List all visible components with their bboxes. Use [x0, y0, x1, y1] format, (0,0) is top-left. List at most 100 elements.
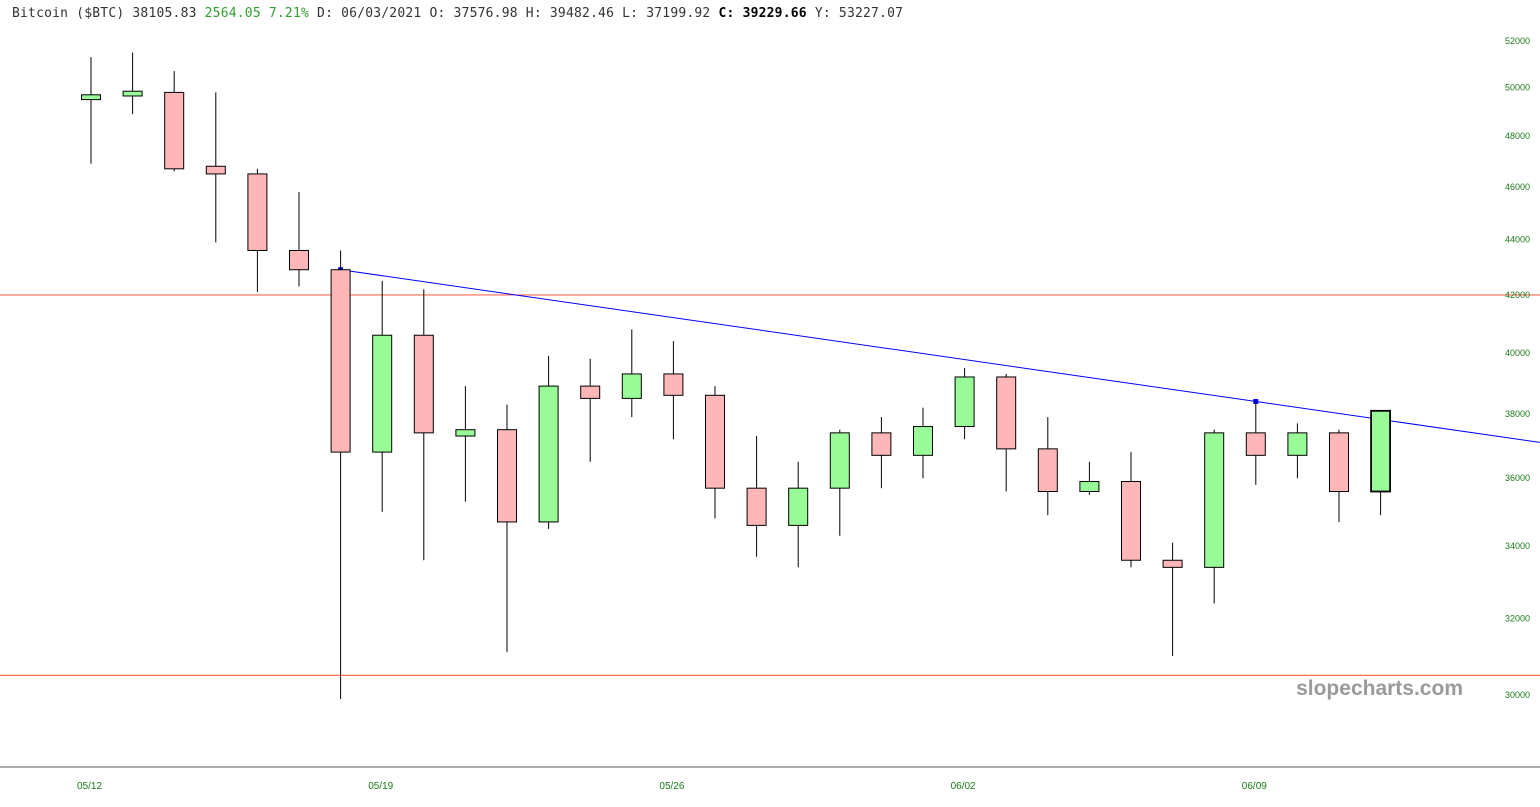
horizontal-lines	[0, 294, 1540, 676]
candle-body	[81, 94, 101, 101]
y-tick-label: 38000	[1505, 409, 1530, 419]
price-change-percent: 7.21%	[269, 6, 309, 21]
candle-24	[1079, 461, 1100, 495]
candle-body	[1204, 432, 1225, 568]
y-tick-label: 30000	[1505, 690, 1530, 700]
candle-body	[164, 91, 185, 170]
y-tick-label: 40000	[1505, 348, 1530, 358]
candle-body	[1245, 432, 1266, 456]
candle-body	[913, 426, 933, 456]
high-value: 39482.46	[550, 6, 614, 21]
candle-body	[954, 376, 975, 428]
candle-26	[1162, 542, 1183, 657]
candle-30	[1329, 429, 1349, 522]
trendline	[340, 269, 1540, 443]
candle-body	[372, 334, 393, 453]
candle-body	[1162, 559, 1183, 568]
candle-11	[538, 355, 559, 529]
open-value: 37576.98	[454, 6, 518, 21]
candle-29	[1287, 423, 1308, 479]
y-tick-label: 52000	[1505, 36, 1530, 46]
candle-15	[705, 386, 725, 519]
candle-body	[205, 165, 226, 175]
candle-body	[996, 376, 1017, 450]
candle-17	[788, 461, 809, 568]
candle-body	[247, 173, 268, 251]
candle-body	[497, 429, 517, 523]
ticker-name: Bitcoin ($BTC)	[12, 6, 124, 21]
price-change: 2564.05	[205, 6, 261, 21]
candle-23	[1037, 417, 1058, 516]
candle-9	[455, 386, 476, 502]
price-header: Bitcoin ($BTC) 38105.83 2564.05 7.21% D:…	[12, 6, 903, 21]
candle-body	[621, 373, 642, 399]
low-label: L:	[622, 6, 638, 21]
candle-body	[663, 373, 684, 396]
candle-body	[829, 432, 850, 489]
candle-7	[372, 280, 393, 512]
y-tick-label: 32000	[1505, 613, 1530, 623]
candle-16	[746, 436, 767, 557]
candle-5	[289, 191, 309, 287]
candle-body	[871, 432, 892, 456]
candle-body	[1037, 448, 1058, 493]
y-tick-label: 34000	[1505, 541, 1530, 551]
candle-body	[1121, 481, 1141, 561]
candle-body	[1329, 432, 1349, 493]
candle-10	[497, 404, 517, 653]
high-label: H:	[526, 6, 542, 21]
close-label: C:	[718, 6, 734, 21]
candle-0	[81, 57, 101, 164]
date-label: D:	[317, 6, 333, 21]
trendline-group	[338, 267, 1540, 443]
candle-body	[705, 394, 725, 489]
y-value: 53227.07	[839, 6, 903, 21]
candle-1	[122, 52, 143, 115]
y-tick-label: 46000	[1505, 182, 1530, 192]
candle-4	[247, 168, 268, 293]
y-tick-label: 44000	[1505, 235, 1530, 245]
candle-body	[580, 385, 601, 399]
y-tick-label: 42000	[1505, 290, 1530, 300]
x-tick-label: 05/26	[659, 781, 684, 792]
y-axis: 30000 32000 34000 36000 38000 40000 42000 44000…	[1505, 36, 1530, 700]
candle-28	[1245, 401, 1266, 485]
candle-31	[1370, 409, 1391, 516]
candle-22	[996, 373, 1017, 492]
x-tick-label: 06/09	[1242, 781, 1267, 792]
y-tick-label: 48000	[1505, 131, 1530, 141]
candle-body	[746, 487, 767, 526]
candles	[81, 52, 1391, 699]
date-value: 06/03/2021	[341, 6, 421, 21]
candle-20	[913, 407, 933, 479]
last-price: 38105.83	[132, 6, 196, 21]
candle-body	[788, 487, 809, 526]
candle-body	[289, 249, 309, 271]
candle-14	[663, 341, 684, 440]
candle-13	[621, 329, 642, 418]
watermark: slopecharts.com	[1296, 677, 1463, 700]
x-axis: 05/12 05/19 05/26 06/02 06/09	[77, 781, 1267, 792]
candle-19	[871, 417, 892, 489]
candle-12	[580, 358, 601, 462]
y-label: Y:	[815, 6, 831, 21]
candle-body	[1287, 432, 1308, 456]
x-tick-label: 06/02	[951, 781, 976, 792]
x-tick-label: 05/19	[368, 781, 393, 792]
candle-3	[205, 92, 226, 243]
candle-6	[330, 250, 351, 699]
candle-body	[538, 385, 559, 523]
x-tick-label: 05/12	[77, 781, 102, 792]
y-tick-label: 50000	[1505, 83, 1530, 93]
candle-25	[1121, 452, 1141, 568]
candle-18	[829, 429, 850, 536]
candle-8	[413, 289, 434, 561]
low-value: 37199.92	[646, 6, 710, 21]
candle-body	[455, 429, 476, 437]
candle-body	[1370, 409, 1391, 493]
candle-body	[330, 269, 351, 453]
candle-21	[954, 367, 975, 440]
y-tick-label: 36000	[1505, 473, 1530, 483]
close-value: 39229.66	[743, 6, 807, 21]
